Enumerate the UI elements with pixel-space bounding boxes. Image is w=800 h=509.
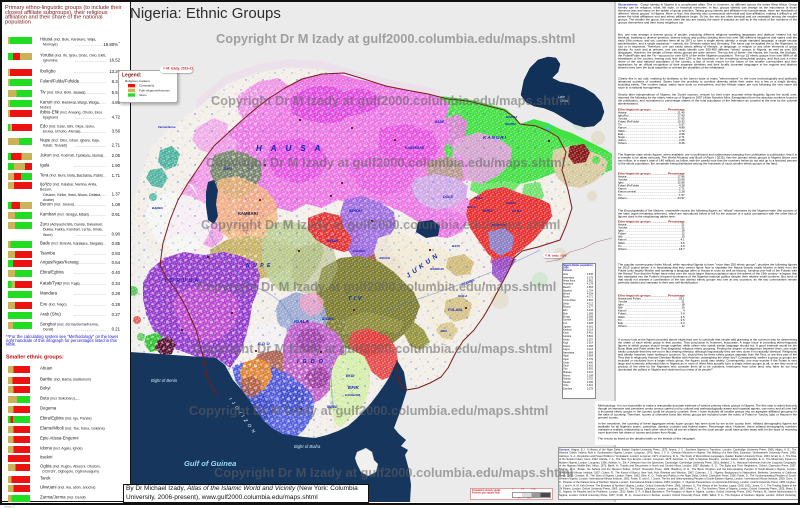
svg-text:Chad: Chad — [560, 99, 568, 103]
svg-text:KAMBARI: KAMBARI — [238, 211, 258, 216]
svg-text:JIBU: JIBU — [440, 329, 448, 333]
svg-text:ANGAS: ANGAS — [378, 256, 390, 260]
svg-text:DOLE: DOLE — [443, 195, 454, 199]
svg-text:FULANI: FULANI — [448, 308, 463, 312]
svg-text:HAUSA: HAUSA — [256, 144, 329, 153]
svg-text:EDO: EDO — [258, 341, 271, 346]
svg-text:MANGA: MANGA — [506, 115, 517, 119]
svg-text:IDOMA: IDOMA — [322, 317, 334, 321]
svg-text:EKOI: EKOI — [346, 374, 354, 378]
svg-text:EJAGHAM: EJAGHAM — [345, 393, 361, 397]
svg-text:BEROM: BEROM — [349, 209, 362, 213]
svg-text:JARAWA: JARAWA — [352, 249, 365, 253]
svg-text:KOILA: KOILA — [458, 294, 467, 298]
svg-text:Bight of Biafra: Bight of Biafra — [294, 444, 321, 449]
svg-text:TIV: TIV — [348, 296, 364, 302]
svg-text:MUMUYE: MUMUYE — [492, 223, 506, 227]
svg-text:WURKUN: WURKUN — [430, 267, 444, 271]
svg-text:ZURU: ZURU — [222, 167, 233, 171]
svg-text:TSAMBA: TSAMBA — [461, 278, 476, 287]
svg-text:BADE: BADE — [435, 120, 445, 124]
svg-text:Lake: Lake — [558, 95, 565, 99]
svg-text:EFIK: EFIK — [348, 385, 359, 391]
svg-text:KILBA: KILBA — [512, 209, 521, 213]
svg-text:Zerma/Jerma: Zerma/Jerma — [157, 125, 176, 129]
svg-text:IGBO: IGBO — [297, 359, 327, 365]
svg-text:MARGI: MARGI — [506, 201, 516, 205]
svg-text:BARBA: BARBA — [152, 206, 163, 210]
svg-text:BATA: BATA — [452, 244, 460, 248]
svg-text:BURA: BURA — [483, 209, 493, 213]
svg-text:KANURI: KANURI — [483, 135, 507, 140]
svg-text:IBIBIO: IBIBIO — [327, 405, 338, 409]
svg-text:TERA: TERA — [474, 196, 482, 200]
svg-text:YORUBA: YORUBA — [164, 278, 201, 284]
svg-text:NGIZIM: NGIZIM — [505, 122, 516, 126]
svg-text:BOLE: BOLE — [467, 205, 476, 209]
svg-text:Bight of Benin: Bight of Benin — [151, 378, 178, 383]
svg-text:KATAB: KATAB — [327, 239, 338, 243]
svg-text:IGALA: IGALA — [294, 319, 309, 325]
svg-text:KAREKARE: KAREKARE — [405, 146, 425, 150]
svg-text:NUPE: NUPE — [246, 263, 274, 269]
svg-text:Gulf of Guinea: Gulf of Guinea — [184, 459, 236, 468]
